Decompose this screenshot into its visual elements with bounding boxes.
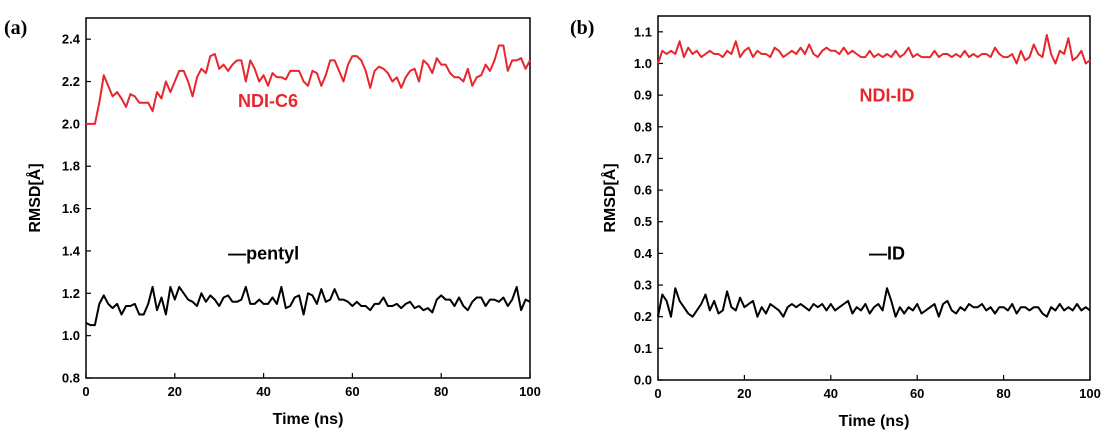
panel-b-annotation: —ID — [869, 244, 905, 264]
panel-a-series-pentyl — [85, 285, 531, 327]
panel-b-y-tick-label: 0.6 — [634, 183, 652, 198]
panel-b-y-tick-label: 0.4 — [634, 246, 653, 261]
panel-b-y-ticks: 0.0 0.1 0.2 0.3 0.4 0.5 0.6 0.7 0.8 0.9 1.0 1.1 — [634, 24, 663, 388]
panel-b-x-ticks: 0 20 40 60 80 100 — [654, 375, 1101, 401]
panel-a-x-tick-label: 80 — [434, 384, 448, 399]
panel-a-y-axis-title: RMSD[Å] — [25, 163, 44, 232]
panel-a: (a) 0.8 1.0 1.2 1.4 1.6 1.8 2.0 2.2 2.4 0 20 40 60 8… — [4, 17, 541, 428]
panel-a-y-ticks: 0.8 1.0 1.2 1.4 1.6 1.8 2.0 2.2 2.4 — [62, 32, 91, 386]
panel-a-x-axis-title: Time (ns) — [273, 411, 344, 428]
panel-a-x-ticks: 0 20 40 60 80 100 — [82, 373, 541, 399]
panel-a-y-tick-label: 1.6 — [62, 201, 80, 216]
panel-a-x-tick-label: 60 — [345, 384, 359, 399]
panel-b-series — [657, 34, 1091, 318]
panel-a-y-tick-label: 1.0 — [62, 328, 80, 343]
panel-b-y-tick-label: 0.9 — [634, 88, 652, 103]
panel-a-x-tick-label: 40 — [256, 384, 270, 399]
panel-a-x-tick-label: 100 — [519, 384, 541, 399]
panel-a-y-tick-label: 2.4 — [62, 32, 81, 47]
panel-b-y-tick-label: 1.1 — [634, 24, 652, 39]
panel-a-x-tick-label: 20 — [168, 384, 182, 399]
panel-a-annotation: —pentyl — [228, 243, 299, 263]
panel-b-annotation: NDI-ID — [859, 85, 914, 105]
panel-b-frame — [657, 15, 1091, 381]
panel-a-y-tick-label: 2.0 — [62, 116, 80, 131]
panel-a-x-tick-label: 0 — [82, 384, 89, 399]
panel-b-x-axis-title: Time (ns) — [839, 413, 910, 430]
panel-b-y-tick-label: 0.8 — [634, 119, 652, 134]
panel-b-label: (b) — [570, 17, 594, 39]
panel-a-frame — [85, 17, 531, 379]
panel-b-x-tick-label: 20 — [737, 386, 751, 401]
panel-a-y-tick-label: 2.2 — [62, 74, 80, 89]
panel-a-y-tick-label: 1.8 — [62, 159, 80, 174]
panel-b-x-tick-label: 80 — [996, 386, 1010, 401]
panel-b-x-tick-label: 60 — [910, 386, 924, 401]
panel-a-y-tick-label: 1.4 — [62, 243, 81, 258]
panel-a-y-tick-label: 1.2 — [62, 286, 80, 301]
panel-b: (b) 0.0 0.1 0.2 0.3 0.4 0.5 0.6 0.7 0.8 0.9 1.0 1.1… — [570, 15, 1101, 430]
panel-b-y-tick-label: 0.2 — [634, 309, 652, 324]
panel-b-annotations: NDI-ID —ID — [859, 85, 914, 263]
panel-b-series-id — [657, 287, 1091, 318]
panel-b-series-ndi-id — [657, 34, 1091, 65]
panel-b-y-tick-label: 1.0 — [634, 56, 652, 71]
panel-b-x-tick-label: 0 — [654, 386, 661, 401]
panel-a-label: (a) — [4, 17, 27, 39]
panel-a-annotation: NDI-C6 — [238, 91, 298, 111]
panel-a-series-ndi-c6 — [86, 44, 531, 125]
panel-b-x-tick-label: 100 — [1079, 386, 1101, 401]
panel-b-y-tick-label: 0.1 — [634, 341, 652, 356]
panel-a-series — [85, 44, 531, 327]
panel-b-y-tick-label: 0.0 — [634, 373, 652, 388]
panel-b-y-tick-label: 0.5 — [634, 214, 652, 229]
panel-b-y-tick-label: 0.3 — [634, 278, 652, 293]
panel-b-y-tick-label: 0.7 — [634, 151, 652, 166]
panel-b-y-axis-title: RMSD[Å] — [600, 163, 619, 232]
panel-a-y-tick-label: 0.8 — [62, 371, 80, 386]
panel-a-annotations: NDI-C6 —pentyl — [228, 91, 299, 263]
panel-b-x-tick-label: 40 — [824, 386, 838, 401]
